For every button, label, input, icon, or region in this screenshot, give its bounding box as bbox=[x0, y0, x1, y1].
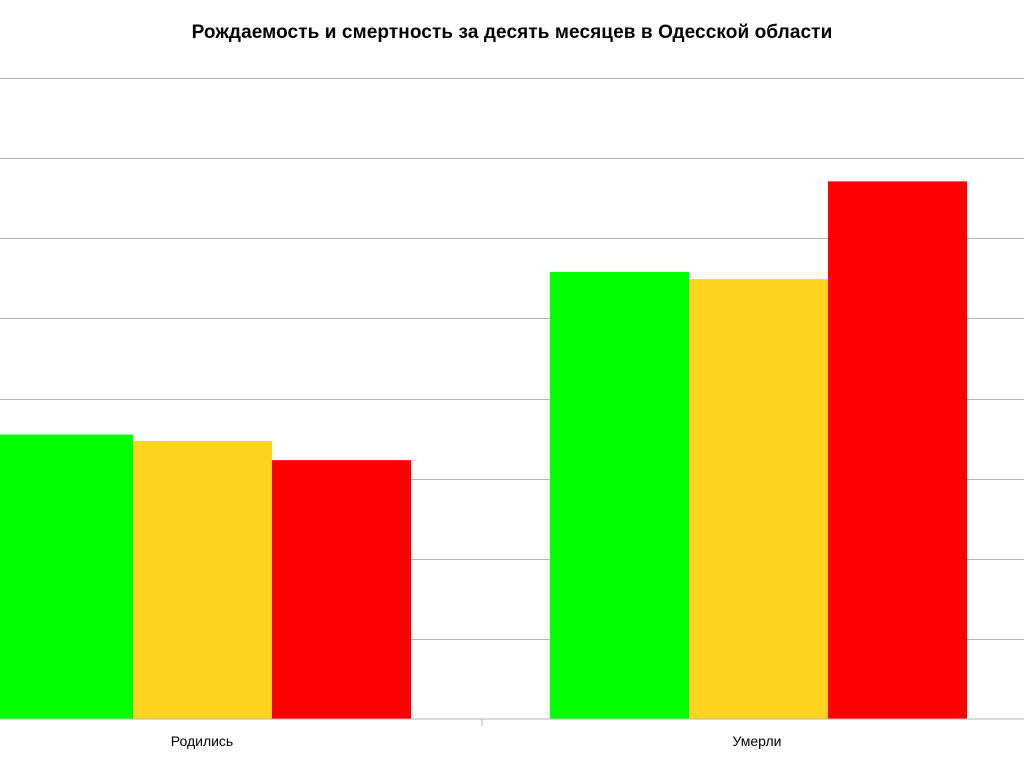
x-tick-label: Родились bbox=[171, 733, 233, 749]
bars bbox=[0, 181, 967, 719]
bar bbox=[689, 279, 828, 719]
x-tick-label: Умерли bbox=[733, 733, 782, 749]
bar bbox=[828, 181, 967, 719]
x-axis bbox=[0, 718, 1024, 726]
bar bbox=[550, 271, 689, 719]
bar bbox=[272, 460, 411, 719]
bar bbox=[133, 440, 272, 719]
bar bbox=[0, 434, 133, 719]
chart-title: Рождаемость и смертность за десять месяц… bbox=[191, 22, 833, 43]
category-labels: Родились Умерли bbox=[171, 733, 782, 749]
